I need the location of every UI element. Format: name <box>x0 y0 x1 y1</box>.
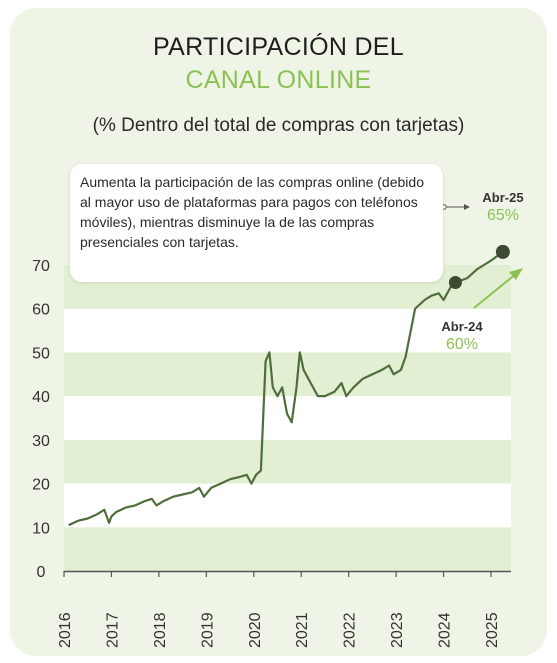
chart-bands <box>64 265 511 571</box>
y-tick-label: 40 <box>32 389 50 406</box>
y-tick-label: 70 <box>32 258 50 275</box>
x-tick-label: 2025 <box>484 612 501 648</box>
series-line <box>68 251 504 527</box>
annotation-note: Aumenta la participación de las compras … <box>70 164 443 282</box>
y-tick-label: 0 <box>37 564 46 581</box>
y-tick-label: 50 <box>32 345 50 362</box>
x-tick-label: 2019 <box>199 612 216 648</box>
value-abr-25: 65% <box>487 207 519 224</box>
chart-subtitle: (% Dentro del total de compras con tarje… <box>92 115 465 136</box>
annotations: Abr-24 60% Abr-25 65% <box>441 190 524 353</box>
x-tick-label: 2024 <box>437 612 454 648</box>
y-tick-label: 60 <box>32 302 50 319</box>
pointer-head-abr-25 <box>464 204 470 210</box>
value-abr-24: 60% <box>446 336 478 353</box>
x-tick-label: 2018 <box>152 612 169 648</box>
x-tick-label: 2020 <box>247 612 264 648</box>
chart-title-line2: CANAL ONLINE <box>185 66 372 94</box>
band-1 <box>64 483 511 528</box>
x-tick-label: 2017 <box>104 612 121 648</box>
y-tick-label: 10 <box>32 520 50 537</box>
chart-title-line1: PARTICIPACIÓN DEL <box>153 33 404 61</box>
marker-abr-25 <box>495 244 510 259</box>
x-tick-label: 2022 <box>342 612 359 648</box>
x-tick-label: 2023 <box>389 612 406 648</box>
band-5 <box>64 308 511 353</box>
marker-abr-24 <box>448 275 462 289</box>
band-2 <box>64 439 511 484</box>
y-tick-label: 30 <box>32 433 50 450</box>
band-0 <box>64 527 511 571</box>
x-tick-label: 2016 <box>57 612 74 648</box>
label-abr-25: Abr-25 <box>482 190 523 205</box>
band-3 <box>64 396 511 440</box>
arrow-head-abr-24 <box>509 268 523 280</box>
y-axis-ticks: 0 10 20 30 40 50 60 70 <box>32 258 50 581</box>
label-abr-24: Abr-24 <box>441 319 483 334</box>
band-4 <box>64 352 511 397</box>
x-axis-ticks: 2016 2017 2018 2019 2020 2021 2022 2023 2024 2025 <box>57 571 501 648</box>
x-tick-label: 2021 <box>294 612 311 648</box>
y-tick-label: 20 <box>32 477 50 494</box>
arrow-abr-24 <box>473 272 518 309</box>
